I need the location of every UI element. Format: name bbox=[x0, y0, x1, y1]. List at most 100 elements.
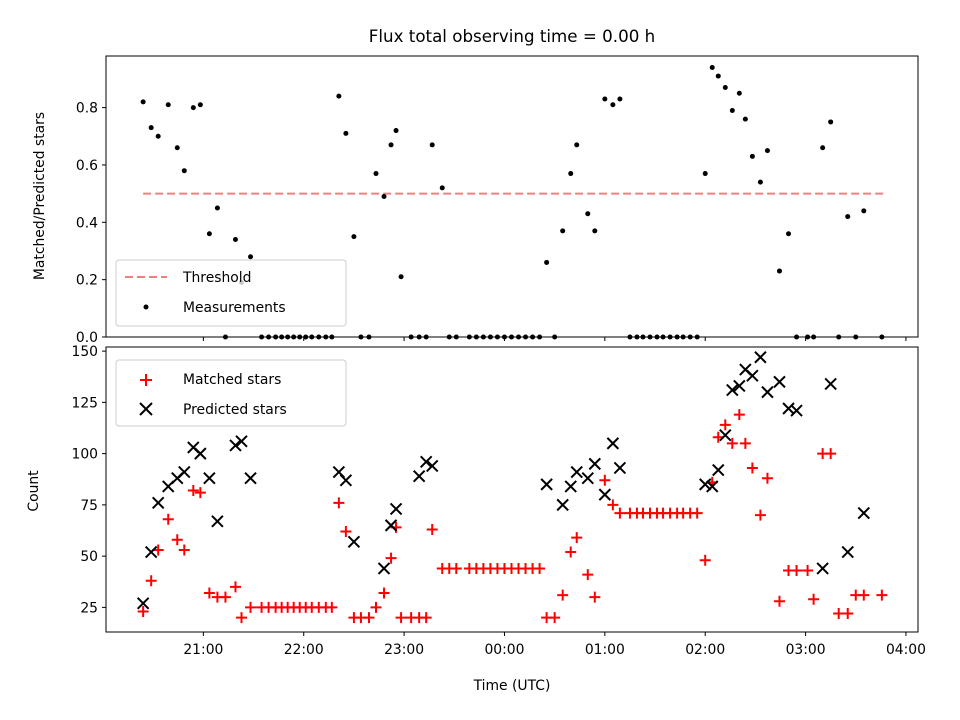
matched-star-point bbox=[245, 601, 257, 613]
measurement-point bbox=[568, 171, 574, 177]
predicted-star-point bbox=[419, 455, 433, 469]
predicted-star-point bbox=[841, 545, 854, 559]
x-tick-label: 22:00 bbox=[284, 642, 324, 658]
matched-star-point bbox=[450, 562, 462, 574]
measurement-point bbox=[206, 231, 212, 237]
bottom-y-tick-label: 50 bbox=[80, 549, 98, 565]
predicted-star-point bbox=[203, 472, 216, 485]
predicted-star-point bbox=[598, 488, 612, 501]
matched-star-point bbox=[171, 534, 183, 546]
matched-star-point bbox=[565, 546, 577, 558]
measurement-point bbox=[155, 133, 161, 139]
measurement-point bbox=[722, 85, 728, 91]
matched-star-point bbox=[178, 544, 190, 556]
matched-star-point bbox=[187, 485, 199, 497]
top-y-tick-label: 0.8 bbox=[76, 101, 98, 117]
matched-star-point bbox=[145, 575, 157, 587]
measurement-point bbox=[429, 142, 435, 148]
measurement-point bbox=[592, 228, 598, 234]
x-tick-label: 23:00 bbox=[384, 642, 424, 658]
measurement-point bbox=[232, 237, 238, 243]
measurement-point bbox=[165, 102, 171, 108]
predicted-star-point bbox=[384, 519, 398, 532]
matched-star-point bbox=[719, 419, 731, 431]
top-legend-threshold-label: Threshold bbox=[182, 270, 251, 286]
measurement-point bbox=[174, 145, 180, 151]
matched-star-point bbox=[557, 589, 569, 601]
bottom-legend-box bbox=[115, 359, 347, 427]
bottom-plot-frame bbox=[105, 346, 919, 633]
measurement-point bbox=[393, 128, 399, 134]
measurement-point bbox=[749, 153, 755, 159]
top-plot-frame bbox=[105, 55, 919, 338]
measurement-point bbox=[764, 148, 770, 154]
bottom-y-tick-label: 25 bbox=[80, 600, 98, 616]
predicted-star-point bbox=[144, 545, 158, 559]
predicted-star-point bbox=[857, 506, 871, 520]
x-tick-label: 04:00 bbox=[886, 642, 926, 658]
predicted-star-point bbox=[377, 562, 391, 575]
matched-star-point bbox=[395, 612, 407, 624]
matched-star-point bbox=[746, 462, 758, 474]
predicted-star-point bbox=[556, 498, 569, 512]
predicted-star-point bbox=[726, 383, 739, 397]
matched-star-point bbox=[808, 593, 820, 605]
predicted-star-point bbox=[570, 465, 583, 479]
matched-star-point bbox=[571, 532, 583, 544]
matched-star-point bbox=[589, 591, 601, 603]
matched-star-point bbox=[726, 437, 738, 449]
matched-star-point bbox=[876, 589, 888, 601]
predicted-star-point bbox=[339, 474, 353, 487]
measurement-point bbox=[757, 179, 763, 185]
matched-star-point bbox=[370, 601, 382, 613]
bottom-y-tick-label: 125 bbox=[71, 395, 98, 411]
top-legend: Threshold Measurements bbox=[115, 259, 347, 327]
matched-star-point bbox=[203, 587, 215, 599]
predicted-star-point bbox=[816, 562, 829, 575]
matched-star-point bbox=[739, 437, 751, 449]
top-plot-area: 0.0 0.2 0.4 0.6 0.8 bbox=[76, 55, 919, 346]
measurement-point bbox=[388, 142, 394, 148]
predicted-star-point bbox=[136, 597, 150, 610]
measurement-point bbox=[709, 64, 715, 70]
bottom-y-tick-label: 100 bbox=[71, 447, 98, 463]
matched-star-point bbox=[773, 595, 785, 607]
bottom-legend-matched-label: Matched stars bbox=[183, 372, 281, 388]
matched-star-point bbox=[420, 612, 432, 624]
predicted-star-point bbox=[564, 480, 577, 493]
measurement-point bbox=[585, 211, 591, 217]
predicted-star-point bbox=[719, 428, 732, 442]
measurement-point bbox=[602, 96, 608, 102]
matched-star-point bbox=[162, 513, 174, 525]
matched-star-point bbox=[426, 523, 438, 535]
predicted-star-point bbox=[733, 379, 746, 393]
matched-star-point bbox=[691, 507, 703, 519]
matched-star-point bbox=[607, 499, 619, 511]
matched-star-point bbox=[385, 552, 397, 564]
x-tick-label: 01:00 bbox=[585, 642, 625, 658]
predicted-star-point bbox=[824, 377, 837, 391]
predicted-star-point bbox=[761, 385, 774, 399]
x-axis-label: Time (UTC) bbox=[473, 678, 551, 694]
predicted-star-point bbox=[235, 435, 248, 448]
measurement-point bbox=[140, 99, 146, 105]
predicted-star-point bbox=[746, 369, 759, 382]
measurement-point bbox=[776, 268, 782, 274]
measurement-point bbox=[845, 214, 851, 220]
measurement-point bbox=[181, 168, 187, 174]
measurement-point bbox=[373, 171, 379, 177]
top-y-tick-label: 0.4 bbox=[76, 215, 98, 231]
predicted-star-point bbox=[389, 502, 403, 516]
predicted-star-point bbox=[194, 447, 207, 460]
measurement-point bbox=[544, 259, 550, 265]
matched-star-point bbox=[802, 564, 814, 576]
predicted-star-point bbox=[706, 480, 719, 493]
top-y-tick-label: 0.2 bbox=[76, 273, 98, 289]
measurement-point bbox=[343, 130, 349, 136]
chart-title: Flux total observing time = 0.00 h bbox=[369, 26, 655, 46]
measurement-point bbox=[560, 228, 566, 234]
bottom-legend-matched-swatch bbox=[140, 374, 152, 386]
matched-star-point bbox=[236, 612, 248, 624]
x-tick-label: 03:00 bbox=[786, 642, 826, 658]
